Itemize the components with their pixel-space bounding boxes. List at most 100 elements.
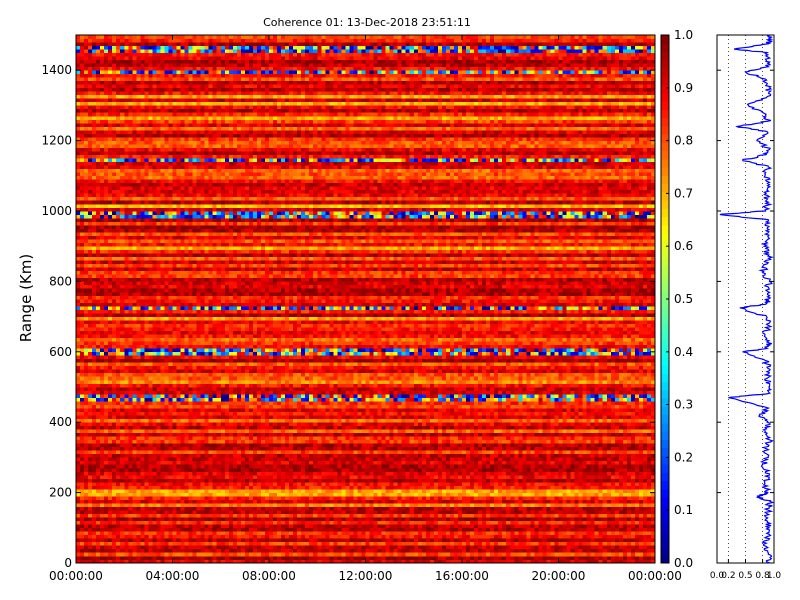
heatmap-cell [582, 510, 587, 515]
heatmap-cell [614, 453, 620, 458]
heatmap-cell [120, 534, 125, 539]
heatmap-cell [542, 531, 547, 536]
heatmap-cell [405, 517, 411, 522]
heatmap-cell [269, 503, 274, 507]
heatmap-cell [204, 552, 209, 557]
heatmap-cell [216, 527, 222, 532]
heatmap-cell [104, 506, 109, 511]
heatmap-cell [474, 464, 479, 469]
heatmap-cell [618, 555, 624, 560]
heatmap-cell [285, 548, 290, 553]
heatmap-cell [196, 503, 201, 507]
heatmap-cell [349, 489, 354, 493]
heatmap-cell [389, 506, 394, 511]
heatmap-cell [232, 457, 238, 462]
heatmap-cell [437, 559, 443, 564]
heatmap-cell [333, 538, 338, 543]
heatmap-cell [494, 534, 499, 539]
heatmap-cell [550, 482, 555, 486]
heatmap-cell [538, 482, 543, 486]
heatmap-cell [232, 545, 238, 550]
heatmap-cell [216, 467, 222, 472]
heatmap-cell [421, 457, 427, 462]
heatmap-cell [128, 552, 133, 557]
heatmap-cell [401, 450, 407, 455]
heatmap-cell [417, 457, 423, 462]
heatmap-cell [313, 527, 318, 532]
heatmap-cell [389, 460, 394, 465]
heatmap-cell [148, 552, 153, 557]
heatmap-cell [252, 552, 258, 557]
heatmap-cell [80, 482, 85, 486]
heatmap-cell [104, 538, 109, 543]
heatmap-cell [349, 517, 354, 522]
heatmap-cell [409, 506, 415, 511]
heatmap-cell [273, 510, 278, 515]
heatmap-cell [232, 524, 238, 529]
heatmap-cell [558, 541, 563, 546]
heatmap-cell [558, 496, 563, 500]
heatmap-cell [433, 478, 439, 483]
heatmap-cell [100, 559, 105, 564]
heatmap-cell [546, 496, 551, 500]
heatmap-cell [486, 513, 491, 518]
heatmap-cell [208, 538, 214, 543]
heatmap-cell [200, 489, 205, 493]
heatmap-cell [590, 541, 595, 546]
heatmap-cell [425, 478, 431, 483]
heatmap-cell [76, 503, 81, 507]
heatmap-cell [642, 482, 648, 486]
heatmap-cell [421, 520, 427, 525]
heatmap-cell [526, 538, 531, 543]
heatmap-cell [466, 475, 471, 479]
heatmap-cell [433, 552, 439, 557]
heatmap-cell [321, 503, 326, 507]
heatmap-cell [277, 524, 282, 529]
heatmap-cell [269, 534, 274, 539]
heatmap-cell [614, 457, 620, 462]
heatmap-cell [417, 499, 423, 504]
heatmap-cell [124, 506, 129, 511]
heatmap-cell [445, 545, 451, 550]
heatmap-cell [530, 510, 535, 515]
heatmap-cell [152, 552, 157, 557]
heatmap-cell [100, 506, 105, 511]
heatmap-cell [534, 517, 539, 522]
heatmap-cell [321, 538, 326, 543]
heatmap-cell [498, 559, 503, 564]
heatmap-cell [365, 499, 370, 504]
heatmap-cell [204, 446, 209, 451]
heatmap-cell [104, 478, 109, 483]
heatmap-cell [172, 527, 177, 532]
heatmap-cell [381, 538, 386, 543]
heatmap-cell [232, 506, 238, 511]
heatmap-cell [333, 453, 338, 458]
heatmap-cell [381, 478, 386, 483]
heatmap-cell [650, 471, 656, 476]
heatmap-cell [212, 559, 218, 564]
heatmap-cell [538, 506, 543, 511]
heatmap-cell [377, 520, 382, 525]
heatmap-cell [602, 555, 608, 560]
heatmap-cell [453, 439, 459, 444]
heatmap-cell [554, 482, 559, 486]
heatmap-cell [341, 460, 346, 465]
heatmap-cell [534, 478, 539, 483]
heatmap-cell [634, 534, 640, 539]
heatmap-cell [325, 503, 330, 507]
heatmap-cell [449, 485, 455, 490]
heatmap-cell [124, 548, 129, 553]
heatmap-cell [478, 453, 483, 458]
heatmap-cell [132, 510, 137, 515]
heatmap-cell [522, 534, 527, 539]
heatmap-cell [180, 478, 185, 483]
heatmap-cell [100, 555, 105, 560]
heatmap-cell [285, 531, 290, 536]
heatmap-cell [570, 446, 575, 451]
heatmap-cell [630, 464, 636, 469]
heatmap-cell [321, 446, 326, 451]
heatmap-cell [256, 510, 262, 515]
heatmap-cell [264, 457, 270, 462]
heatmap-cell [453, 555, 459, 560]
heatmap-cell [417, 475, 423, 479]
